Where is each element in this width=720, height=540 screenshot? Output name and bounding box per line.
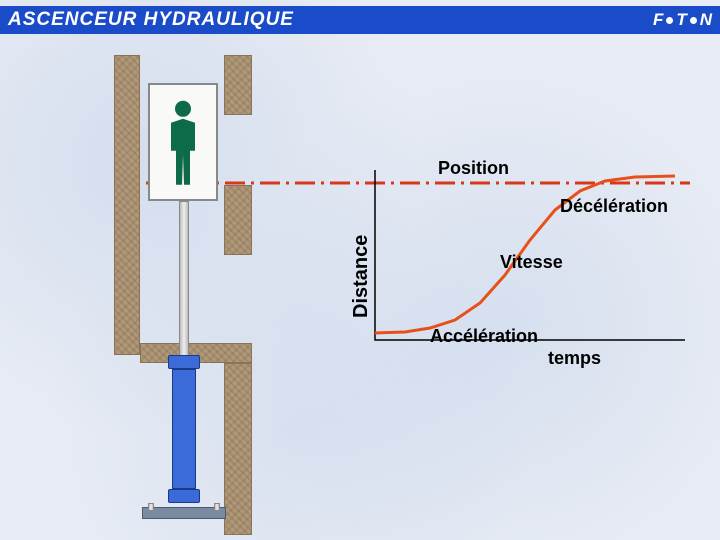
label-distance: Distance [350,235,373,318]
page-title: ASCENCEUR HYDRAULIQUE [8,9,294,31]
pump-cylinder [172,369,196,489]
brand-logo: FTN [653,10,712,30]
brand-letter: F [653,10,663,30]
brand-letter: T [676,10,686,30]
label-time: temps [548,348,601,369]
label-deceleration: Décélération [560,196,668,217]
brand-dot-icon [666,17,673,24]
pump-top [168,355,200,369]
elevator-cabin [148,83,218,201]
person-icon [165,99,201,189]
brand-letter: N [700,10,712,30]
pump-bolt [214,503,220,511]
wall-segment [224,185,252,255]
elevator-diagram [88,55,338,535]
wall-segment [114,55,140,355]
label-speed: Vitesse [500,252,563,273]
pump-bottom [168,489,200,503]
wall-segment [224,363,252,535]
piston-rod [179,201,189,361]
pump-bolt [148,503,154,511]
title-bar: ASCENCEUR HYDRAULIQUE FTN [0,6,720,34]
brand-dot-icon [690,17,697,24]
label-position: Position [438,158,509,179]
wall-segment [224,55,252,115]
label-acceleration: Accélération [430,326,538,347]
